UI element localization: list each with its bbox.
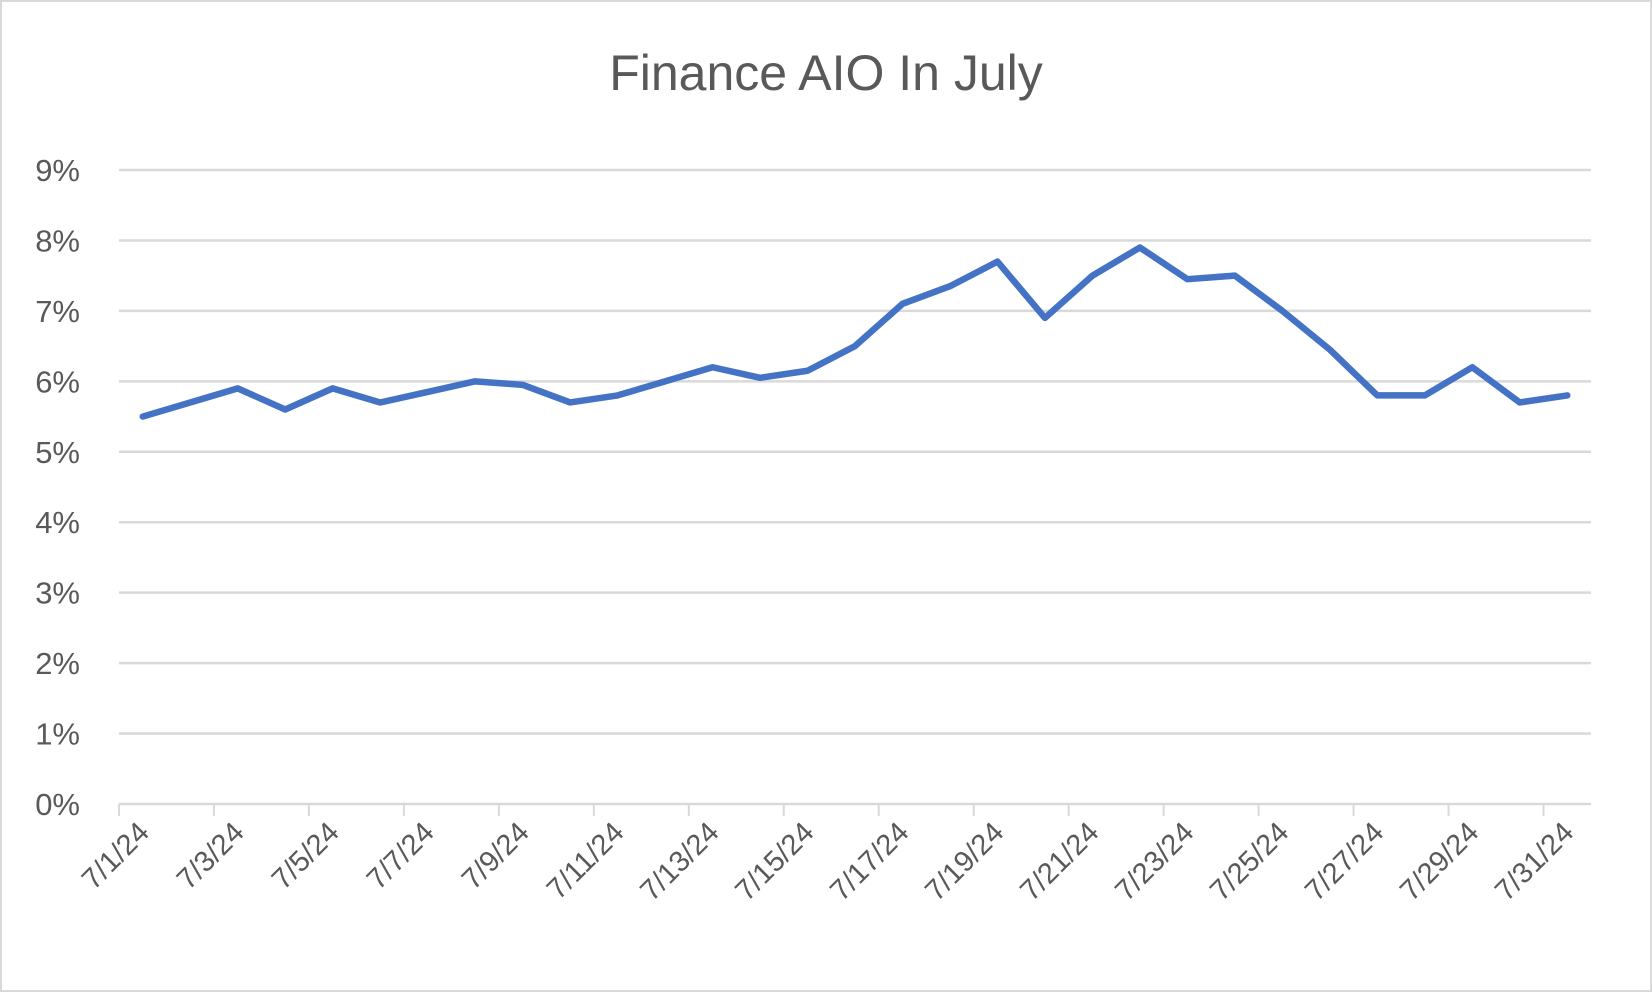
- x-tick-label: 7/19/24: [919, 816, 1010, 907]
- x-tick-label: 7/21/24: [1014, 816, 1105, 907]
- x-tick-label: 7/25/24: [1204, 816, 1295, 907]
- x-tick-label: 7/5/24: [266, 816, 346, 896]
- y-tick-label: 4%: [35, 505, 80, 540]
- y-tick-label: 7%: [35, 294, 80, 329]
- x-tick-label: 7/27/24: [1299, 816, 1390, 907]
- y-tick-label: 5%: [35, 435, 80, 470]
- x-tick-label: 7/17/24: [824, 816, 915, 907]
- y-tick-label: 6%: [35, 364, 80, 399]
- x-tick-label: 7/31/24: [1489, 816, 1580, 907]
- x-tick-label: 7/1/24: [76, 816, 156, 896]
- y-tick-label: 1%: [35, 717, 80, 752]
- x-tick-label: 7/7/24: [361, 816, 441, 896]
- chart-title: Finance AIO In July: [609, 45, 1043, 101]
- x-tick-label: 7/3/24: [171, 816, 251, 896]
- y-tick-label: 2%: [35, 646, 80, 681]
- x-tick-label: 7/29/24: [1394, 816, 1485, 907]
- x-tick-label: 7/13/24: [634, 816, 725, 907]
- x-tick-label: 7/15/24: [729, 816, 820, 907]
- y-tick-label: 0%: [35, 787, 80, 822]
- y-tick-label: 8%: [35, 223, 80, 258]
- y-tick-label: 3%: [35, 576, 80, 611]
- series-line: [139, 244, 1571, 420]
- y-tick-label: 9%: [35, 153, 80, 188]
- x-tick-label: 7/9/24: [456, 816, 536, 896]
- x-tick-label: 7/23/24: [1109, 816, 1200, 907]
- x-tick-label: 7/11/24: [541, 816, 631, 906]
